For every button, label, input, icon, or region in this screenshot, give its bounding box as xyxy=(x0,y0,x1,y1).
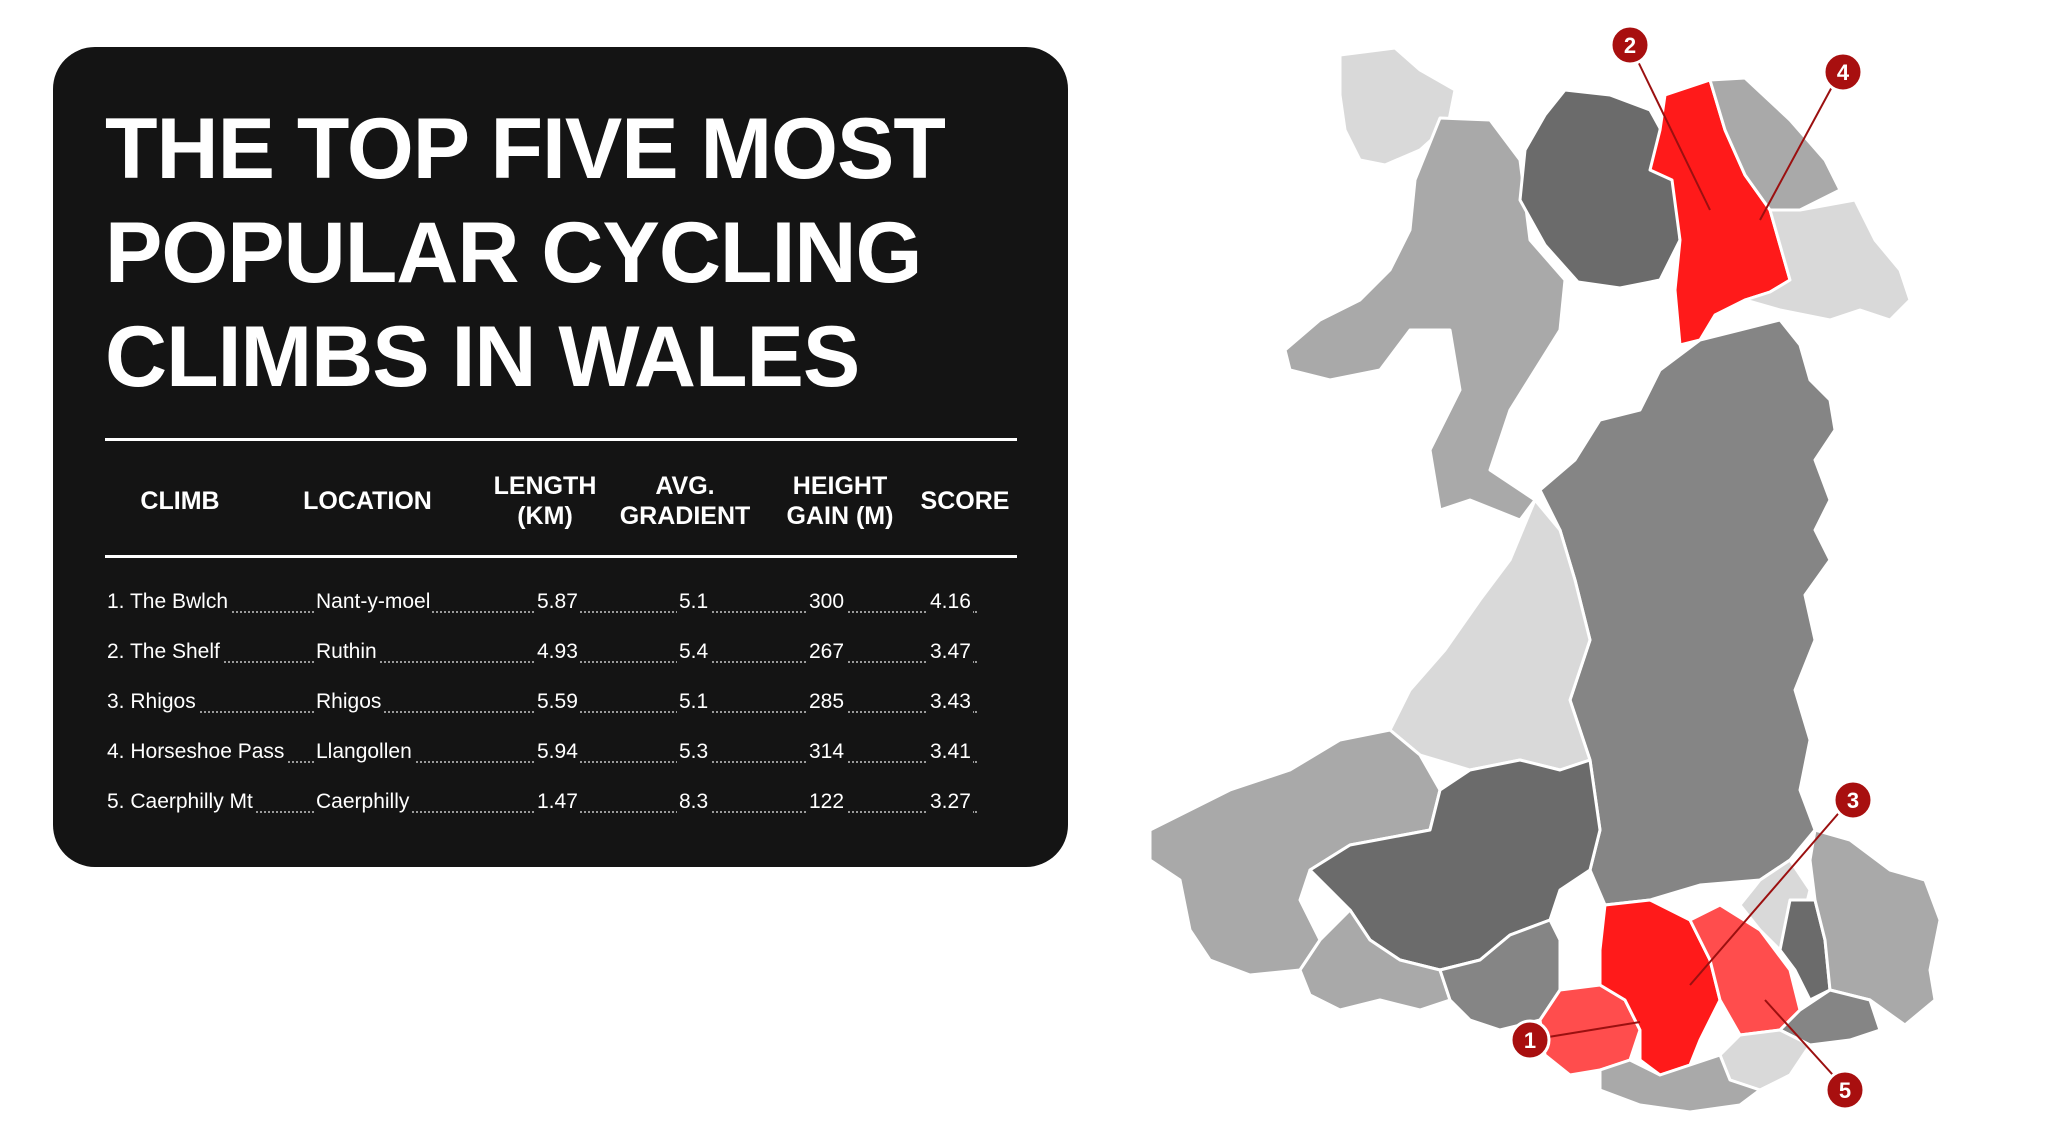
marker-1-label: 1 xyxy=(1524,1028,1536,1053)
table-body: 1. The Bwlch Nant-y-moel 5.87 5.1 300 4.… xyxy=(105,577,1017,827)
region-monmouthshire xyxy=(1808,828,1942,1027)
table-row: 1. The Bwlch Nant-y-moel 5.87 5.1 300 4.… xyxy=(105,577,1017,627)
header-location: LOCATION xyxy=(303,487,432,515)
marker-5: 5 xyxy=(1824,1069,1866,1111)
header-divider-top xyxy=(105,438,1017,441)
cell-climb: 1. The Bwlch xyxy=(105,589,231,615)
cell-length: 4.93 xyxy=(535,639,580,665)
table-row: 3. Rhigos Rhigos 5.59 5.1 285 3.43 xyxy=(105,677,1017,727)
region-wrexham xyxy=(1743,198,1912,322)
cell-score: 3.43 xyxy=(928,689,973,715)
cell-length: 1.47 xyxy=(535,789,580,815)
wales-map: 1 2 3 4 5 xyxy=(1148,24,1942,1114)
cell-height-gain: 267 xyxy=(807,639,847,665)
marker-2-label: 2 xyxy=(1624,33,1636,58)
cell-height-gain: 300 xyxy=(807,589,847,615)
cell-climb: 3. Rhigos xyxy=(105,689,198,715)
title-line-3: CLIMBS IN WALES xyxy=(105,309,860,405)
cell-length: 5.87 xyxy=(535,589,580,615)
table-row: 2. The Shelf Ruthin 4.93 5.4 267 3.47 xyxy=(105,627,1017,677)
cell-climb: 5. Caerphilly Mt xyxy=(105,789,255,815)
marker-4: 4 xyxy=(1822,51,1864,93)
page-title: THE TOP FIVE MOST POPULAR CYCLING CLIMBS… xyxy=(105,97,1035,409)
leader-line-3 xyxy=(1689,799,1851,986)
cell-gradient: 5.1 xyxy=(677,689,711,715)
header-score: SCORE xyxy=(920,487,1010,515)
leader-line-4 xyxy=(1759,71,1841,221)
cell-gradient: 8.3 xyxy=(677,789,711,815)
cell-gradient: 5.1 xyxy=(677,589,711,615)
marker-3: 3 xyxy=(1832,779,1874,821)
leader-line-2 xyxy=(1629,44,1711,211)
cell-height-gain: 285 xyxy=(807,689,847,715)
region-vale-of-glamorgan xyxy=(1598,1053,1762,1114)
title-line-2: POPULAR CYCLING xyxy=(105,205,922,301)
cell-score: 3.41 xyxy=(928,739,973,765)
cell-score: 3.47 xyxy=(928,639,973,665)
cell-location: Rhigos xyxy=(314,689,384,715)
header-climb: CLIMB xyxy=(140,487,220,515)
cell-gradient: 5.3 xyxy=(677,739,711,765)
table-row: 5. Caerphilly Mt Caerphilly 1.47 8.3 122… xyxy=(105,777,1017,827)
marker-4-label: 4 xyxy=(1837,60,1850,85)
header-gradient: AVG. GRADIENT xyxy=(619,472,751,530)
marker-2: 2 xyxy=(1609,24,1651,66)
region-ceredigion xyxy=(1388,498,1592,772)
cell-gradient: 5.4 xyxy=(677,639,711,665)
cell-climb: 2. The Shelf xyxy=(105,639,222,665)
cell-location: Caerphilly xyxy=(314,789,412,815)
leader-line-5 xyxy=(1764,999,1843,1086)
cell-location: Nant-y-moel xyxy=(314,589,433,615)
cell-score: 4.16 xyxy=(928,589,973,615)
cell-length: 5.59 xyxy=(535,689,580,715)
header-length: LENGTH (KM) xyxy=(493,472,597,530)
table-row: 4. Horseshoe Pass Llangollen 5.94 5.3 31… xyxy=(105,727,1017,777)
marker-1: 1 xyxy=(1509,1019,1551,1061)
info-card: THE TOP FIVE MOST POPULAR CYCLING CLIMBS… xyxy=(53,47,1068,867)
title-line-1: THE TOP FIVE MOST xyxy=(105,101,946,197)
region-conwy xyxy=(1518,88,1682,290)
table-header: CLIMB LOCATION LENGTH (KM) AVG. GRADIENT… xyxy=(105,457,1017,545)
header-height-gain: HEIGHT GAIN (M) xyxy=(786,472,894,530)
cell-length: 5.94 xyxy=(535,739,580,765)
cell-climb: 4. Horseshoe Pass xyxy=(105,739,287,765)
cell-location: Ruthin xyxy=(314,639,379,665)
marker-3-label: 3 xyxy=(1847,788,1859,813)
cell-score: 3.27 xyxy=(928,789,973,815)
cell-height-gain: 314 xyxy=(807,739,847,765)
header-divider-bottom xyxy=(105,555,1017,558)
region-flintshire xyxy=(1708,76,1842,212)
region-anglesey xyxy=(1338,46,1457,167)
cell-height-gain: 122 xyxy=(807,789,847,815)
cell-location: Llangollen xyxy=(314,739,414,765)
region-gwynedd xyxy=(1283,116,1567,522)
marker-5-label: 5 xyxy=(1839,1078,1851,1103)
